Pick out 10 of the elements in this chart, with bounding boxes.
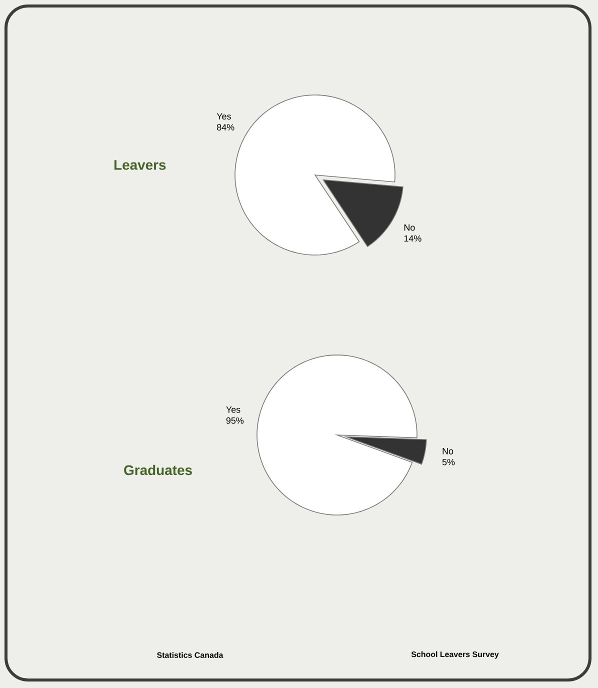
slice-label: Yes [226,406,240,413]
slice-label: No [404,224,415,231]
data-label: 5% [442,458,455,466]
data-label: 14% [404,235,422,242]
data-label: 95% [226,417,244,424]
data-label: 84% [217,124,234,130]
text: Leavers [114,160,166,170]
slice-label: Yes [216,113,231,120]
slice-label: No [442,448,454,454]
text: Graduates [124,464,192,476]
